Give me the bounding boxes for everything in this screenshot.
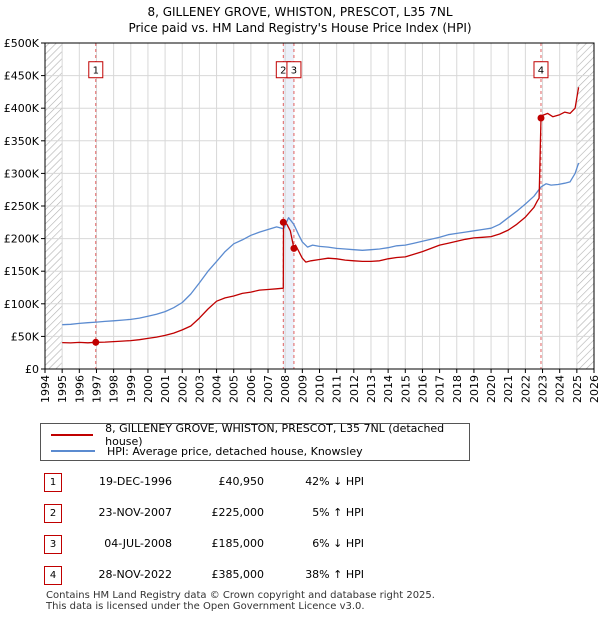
y-tick-label: £200K: [4, 233, 40, 246]
transaction-price: £225,000: [211, 506, 265, 519]
annotation-box: [88, 61, 104, 79]
annotation-label: 3: [291, 66, 297, 77]
x-tick-label: 2025: [571, 375, 584, 403]
legend-swatch-hpi: [51, 450, 95, 452]
sale-point: [290, 244, 298, 252]
x-tick-label: 1994: [39, 375, 52, 403]
table-row: 2 23-NOV-2007 £225,000 5% ↑ HPI: [44, 504, 464, 524]
y-tick-label: £100K: [4, 298, 40, 311]
x-tick-label: 2024: [554, 375, 567, 403]
legend-label-hpi: HPI: Average price, detached house, Know…: [107, 444, 363, 458]
x-tick-label: 2022: [519, 375, 532, 403]
y-tick-label: £50K: [11, 330, 40, 343]
footer-copyright: Contains HM Land Registry data © Crown c…: [46, 590, 435, 601]
transaction-date: 04-JUL-2008: [104, 537, 172, 550]
transaction-hpi: 6% ↓ HPI: [312, 537, 364, 550]
transaction-badge: 1: [44, 473, 62, 492]
legend-item-hpi: HPI: Average price, detached house, Know…: [51, 443, 363, 459]
transaction-hpi: 42% ↓ HPI: [305, 475, 364, 488]
x-tick-label: 1999: [125, 375, 138, 403]
x-tick-label: 1998: [108, 375, 121, 403]
transaction-date: 23-NOV-2007: [98, 506, 172, 519]
x-tick-label: 2017: [434, 375, 447, 403]
table-row: 3 04-JUL-2008 £185,000 6% ↓ HPI: [44, 535, 464, 555]
x-tick-label: 2007: [262, 375, 275, 403]
legend-swatch-property: [51, 434, 94, 436]
legend-label-property: 8, GILLENEY GROVE, WHISTON, PRESCOT, L35…: [105, 422, 445, 448]
x-tick-label: 2009: [296, 375, 309, 403]
x-tick-label: 2012: [348, 375, 361, 403]
y-tick-label: £0: [25, 363, 39, 376]
legend-item-property: 8, GILLENEY GROVE, WHISTON, PRESCOT, L35…: [51, 422, 469, 448]
chart-legend: 8, GILLENEY GROVE, WHISTON, PRESCOT, L35…: [40, 422, 470, 461]
x-tick-label: 2000: [142, 375, 155, 403]
annotation-label: 4: [538, 66, 544, 77]
x-tick-label: 2008: [279, 375, 292, 403]
x-tick-label: 2015: [399, 375, 412, 403]
x-tick-label: 2005: [228, 375, 241, 403]
x-tick-label: 2021: [502, 375, 515, 403]
y-tick-label: £350K: [4, 135, 40, 148]
x-tick-label: 2014: [382, 375, 395, 403]
transaction-date: 28-NOV-2022: [98, 568, 172, 581]
transaction-badge: 3: [44, 535, 62, 554]
x-tick-label: 2026: [588, 375, 600, 403]
transaction-badge: 4: [44, 566, 62, 585]
transaction-date: 19-DEC-1996: [98, 475, 172, 488]
y-tick-label: £450K: [4, 70, 40, 83]
sale-point: [92, 338, 100, 346]
y-tick-label: £300K: [4, 167, 40, 180]
x-tick-label: 2013: [365, 375, 378, 403]
chart-title: 8, GILLENEY GROVE, WHISTON, PRESCOT, L35…: [147, 5, 453, 19]
x-tick-label: 2016: [416, 375, 429, 403]
transaction-hpi: 5% ↑ HPI: [312, 506, 364, 519]
transaction-hpi: 38% ↑ HPI: [305, 568, 364, 581]
x-tick-label: 2018: [451, 375, 464, 403]
x-tick-label: 2004: [211, 375, 224, 403]
x-tick-label: 2006: [245, 375, 258, 403]
sale-point: [537, 114, 545, 122]
transaction-price: £185,000: [211, 537, 265, 550]
price-chart: 1 2 3 4 £0 £50K £100K £150K £200K £250K £300K £350K…: [4, 37, 600, 403]
sale-point: [279, 218, 287, 226]
y-tick-label: £400K: [4, 102, 40, 115]
hpi-line: [62, 162, 580, 326]
y-tick-label: £500K: [4, 37, 40, 50]
x-tick-label: 2011: [331, 375, 344, 403]
x-tick-label: 2020: [485, 375, 498, 403]
chart-subtitle: Price paid vs. HM Land Registry's House …: [128, 21, 472, 35]
y-tick-label: £150K: [4, 265, 40, 278]
transaction-price: £385,000: [211, 568, 265, 581]
table-row: 4 28-NOV-2022 £385,000 38% ↑ HPI: [44, 566, 464, 586]
footer-licence: This data is licensed under the Open Gov…: [46, 601, 365, 612]
x-tick-label: 1995: [56, 375, 69, 403]
x-tick-label: 2010: [314, 375, 327, 403]
transaction-badge: 2: [44, 504, 62, 523]
table-row: 1 19-DEC-1996 £40,950 42% ↓ HPI: [44, 473, 464, 493]
x-tick-label: 1996: [73, 375, 86, 403]
annotation-label: 1: [93, 66, 99, 77]
annotation-label: 2: [280, 66, 286, 77]
x-tick-label: 2002: [176, 375, 189, 403]
x-tick-label: 2001: [159, 375, 172, 403]
y-tick-label: £250K: [4, 200, 40, 213]
annotation-box: [286, 61, 302, 79]
footer: Contains HM Land Registry data © Crown c…: [46, 590, 435, 612]
x-tick-label: 2019: [468, 375, 481, 403]
transaction-price: £40,950: [218, 475, 265, 488]
x-tick-label: 2003: [193, 375, 206, 403]
annotation-box: [533, 61, 549, 79]
x-tick-label: 2023: [537, 375, 550, 403]
x-tick-label: 1997: [90, 375, 103, 403]
property-price-line: [62, 87, 580, 344]
